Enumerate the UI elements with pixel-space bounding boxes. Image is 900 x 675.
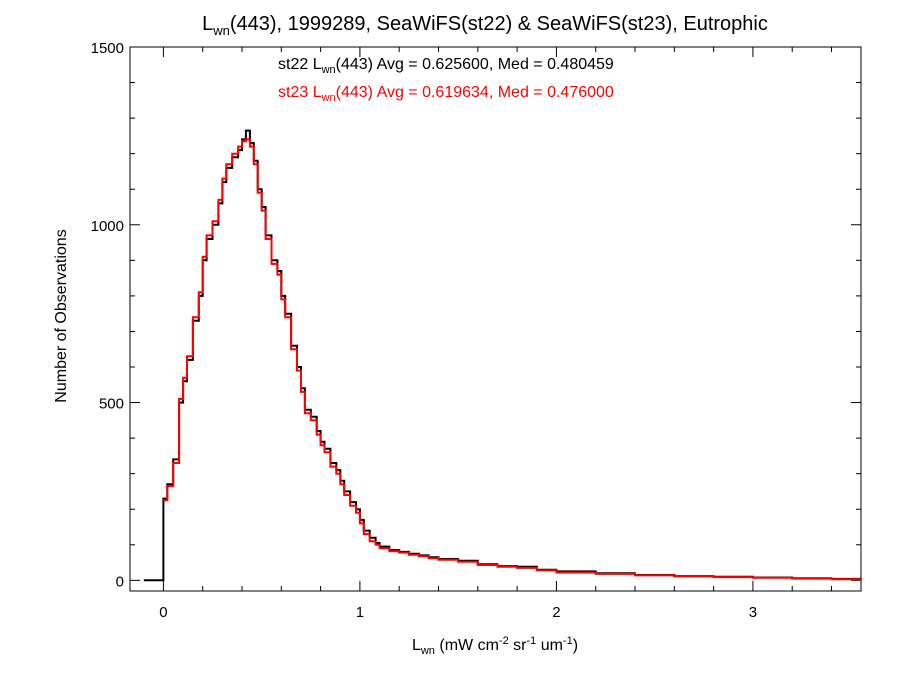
- x-axis-label: Lwn (mW cm-2 sr-1 um-1): [412, 635, 578, 657]
- series-layer: [143, 129, 862, 582]
- y-axis-label: Number of Observations: [53, 229, 70, 402]
- x-tick-label: 3: [749, 604, 757, 621]
- y-tick-label: 0: [116, 573, 124, 590]
- y-tick-label: 1500: [91, 40, 124, 57]
- annotation-st23: st23 Lwn(443) Avg = 0.619634, Med = 0.47…: [278, 84, 614, 104]
- y-axis: 0 500 1000 1500: [91, 40, 861, 590]
- x-tick-label: 1: [356, 604, 364, 621]
- x-tick-label: 2: [552, 604, 560, 621]
- chart-title: Lwn(443), 1999289, SeaWiFS(st22) & SeaWi…: [202, 13, 768, 38]
- x-tick-label: 0: [159, 604, 167, 621]
- series-line-1: [163, 138, 862, 581]
- x-axis: 0 1 2 3: [159, 47, 833, 621]
- annotation-st22: st22 Lwn(443) Avg = 0.625600, Med = 0.48…: [278, 56, 614, 76]
- plot-frame: [129, 46, 862, 592]
- y-tick-label: 500: [99, 396, 124, 413]
- y-tick-label: 1000: [91, 218, 124, 235]
- series-line-0: [143, 129, 862, 582]
